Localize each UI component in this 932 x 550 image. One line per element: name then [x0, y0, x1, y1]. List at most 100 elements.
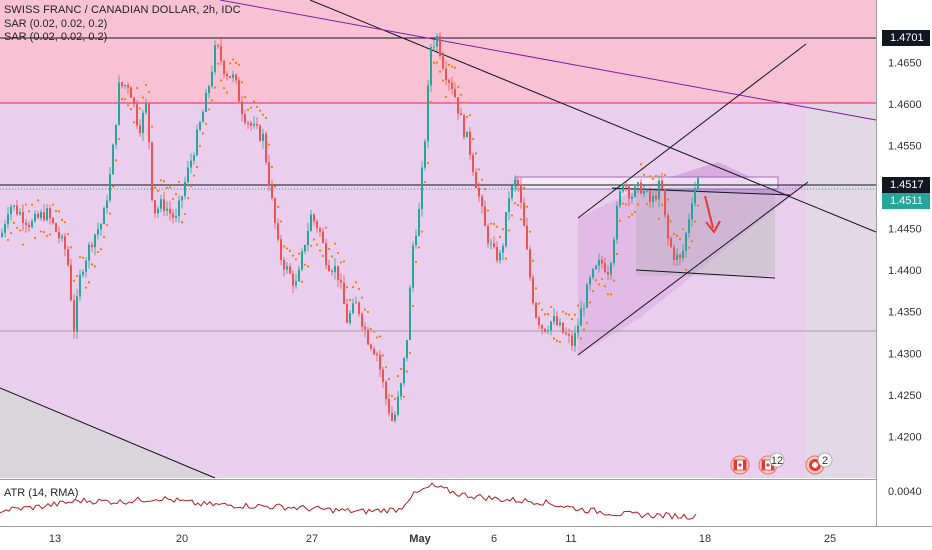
sar-dot [630, 213, 634, 216]
sar-dot [534, 287, 538, 290]
sar-dot [396, 374, 400, 378]
x-tick-label: 25 [824, 533, 836, 545]
candle-body [358, 302, 360, 314]
sar-dot [48, 233, 52, 236]
event-badge-canada-1[interactable] [730, 455, 750, 475]
candle-body [451, 82, 453, 90]
atr-indicator-label[interactable]: ATR (14, RMA) [4, 487, 79, 499]
grey-box-right [806, 103, 876, 478]
candle-body [19, 212, 21, 215]
candle-body [262, 133, 264, 141]
candle-body [208, 86, 210, 93]
sar-dot [624, 203, 628, 206]
sar-dot [510, 214, 514, 217]
sar-dot [159, 179, 163, 182]
sar-dot [480, 178, 484, 181]
sar-dot [318, 249, 322, 252]
sar-indicator-2[interactable]: SAR (0.02, 0.02, 0.2) [4, 31, 108, 43]
sar-dot [597, 283, 601, 286]
x-tick-label: 27 [306, 533, 318, 545]
sar-dot [486, 209, 490, 212]
candle-body [400, 383, 402, 397]
sar-dot [558, 340, 562, 343]
sar-dot [657, 217, 661, 220]
sar-indicator-1[interactable]: SAR (0.02, 0.02, 0.2) [4, 17, 108, 30]
sar-dot [426, 161, 430, 165]
sar-dot [348, 298, 352, 302]
sar-dot [216, 62, 220, 65]
candle-body [361, 313, 363, 327]
channel-lower [577, 181, 809, 356]
candle-body [391, 413, 393, 421]
candle-body [151, 142, 153, 201]
sar-dot [147, 90, 151, 93]
candle-body [640, 182, 642, 194]
sar-dot [543, 313, 547, 316]
sar-dot [372, 330, 376, 333]
x-tick-label: 11 [565, 533, 576, 545]
sar-dot [213, 86, 217, 89]
candle-body [673, 246, 675, 260]
candle-body [679, 254, 681, 258]
candle-body [10, 206, 12, 215]
candle-body [562, 322, 564, 333]
sar-dot [66, 233, 70, 236]
candle-body [202, 111, 204, 123]
sar-dot [201, 132, 205, 135]
candle-body [520, 184, 522, 203]
candle-body [346, 304, 348, 323]
sar-dot [357, 287, 361, 291]
candle-body [13, 205, 15, 207]
candle-body [199, 122, 201, 130]
candle-body [187, 167, 189, 183]
descending-trendline [309, 0, 877, 233]
candle-body [184, 182, 186, 197]
sar-dot [42, 230, 46, 234]
candle-body [25, 222, 27, 225]
sar-dot [417, 246, 421, 249]
sar-dot [339, 261, 343, 264]
candle-body [181, 196, 183, 201]
candle-body [211, 71, 213, 87]
candle-body [244, 114, 246, 123]
sar-dot [447, 63, 451, 66]
event-badge-swiss-2[interactable]: 2 [805, 452, 833, 475]
candle-body [163, 199, 165, 211]
candle-body [271, 185, 273, 199]
sar-dot [420, 230, 424, 233]
sar-dot [522, 186, 526, 189]
candle-body [340, 280, 342, 283]
sar-dot [198, 144, 202, 147]
sar-dot [618, 219, 622, 222]
candle-body [364, 326, 366, 330]
sar-dot [39, 230, 43, 233]
sar-dot [69, 246, 73, 249]
event-badge-canada-12[interactable]: 12 [758, 452, 785, 475]
sar-dot [651, 177, 655, 181]
candle-body [496, 247, 498, 261]
candle-body [565, 332, 567, 335]
candle-body [226, 74, 228, 77]
candle-body [250, 122, 252, 126]
sar-dot [309, 244, 313, 247]
sar-dot [399, 367, 403, 371]
candle-body [436, 36, 438, 47]
candle-body [412, 245, 414, 288]
candle-body [352, 303, 354, 314]
sar-dot [435, 61, 439, 64]
candle-body [64, 236, 66, 250]
sar-dot [327, 247, 331, 251]
sar-dot [474, 152, 478, 155]
sar-dot [315, 243, 319, 246]
candle-body [325, 242, 327, 266]
sar-dot [153, 186, 157, 189]
candle-body [289, 266, 291, 274]
candle-body [112, 144, 114, 175]
sar-dot [444, 95, 448, 99]
sar-dot [321, 254, 325, 257]
candle-body [319, 228, 321, 232]
sar-dot [546, 312, 550, 316]
sar-dot [489, 222, 493, 225]
candle-body [49, 208, 51, 219]
